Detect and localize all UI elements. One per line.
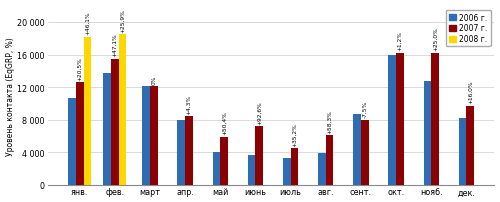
Bar [212,152,220,185]
Bar [248,155,256,185]
Bar [361,120,368,185]
Legend: 2006 г., 2007 г., 2008 г.: 2006 г., 2007 г., 2008 г. [446,11,490,47]
Bar [318,153,326,185]
Bar [142,87,150,185]
Bar [388,55,396,185]
Bar [283,158,290,185]
Bar [466,106,474,185]
Text: +46,1%: +46,1% [85,12,90,35]
Text: +4,3%: +4,3% [186,94,192,114]
Bar [256,126,263,185]
Bar [150,87,158,185]
Text: +25,0%: +25,0% [432,27,438,51]
Text: 0%: 0% [152,75,156,84]
Bar [111,59,118,185]
Text: +47,1%: +47,1% [112,33,117,57]
Bar [220,137,228,185]
Bar [76,83,84,185]
Text: +92,6%: +92,6% [257,100,262,124]
Text: +16,0%: +16,0% [468,80,473,104]
Text: +1,2%: +1,2% [398,31,402,51]
Bar [178,121,185,185]
Bar [84,37,91,185]
Text: -7,5%: -7,5% [362,100,368,118]
Y-axis label: Уровень контакта (EqGRP, %): Уровень контакта (EqGRP, %) [6,37,15,155]
Text: +25,9%: +25,9% [120,9,125,33]
Text: +35,2%: +35,2% [292,122,297,146]
Bar [68,98,76,185]
Text: +50,4%: +50,4% [222,111,226,135]
Bar [290,148,298,185]
Bar [424,81,431,185]
Text: +58,3%: +58,3% [327,109,332,133]
Bar [431,54,439,185]
Bar [185,117,193,185]
Bar [396,54,404,185]
Bar [353,114,361,185]
Bar [326,135,334,185]
Text: +20,5%: +20,5% [77,57,82,80]
Bar [103,74,111,185]
Bar [458,118,466,185]
Bar [118,35,126,185]
